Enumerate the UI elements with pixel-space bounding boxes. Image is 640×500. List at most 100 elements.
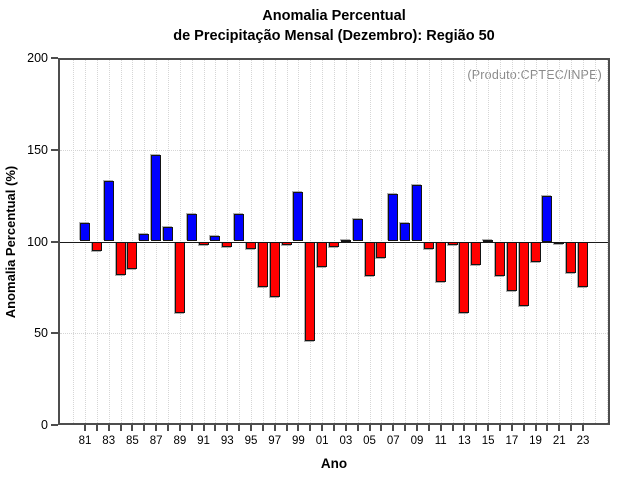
bar-1982 <box>91 241 102 251</box>
x-tick-label: 13 <box>458 435 471 447</box>
bar-2021 <box>554 241 565 244</box>
bar-2001 <box>317 241 328 268</box>
x-tick-label: 07 <box>386 435 400 447</box>
x-tick-label: 21 <box>552 435 566 447</box>
x-axis-tick <box>332 425 335 431</box>
x-tick-label: 89 <box>173 435 187 447</box>
bar-2023 <box>577 241 588 288</box>
bar-2004 <box>352 219 363 242</box>
source-annotation: (Produto:CPTEC/INPE) <box>467 68 602 82</box>
bar-1991 <box>198 241 209 246</box>
x-tick-label: 97 <box>268 435 282 447</box>
x-axis-tick <box>510 425 513 431</box>
bar-2022 <box>566 241 577 273</box>
bar-1999 <box>293 191 304 242</box>
bar-2002 <box>328 241 339 247</box>
x-axis-label: Ano <box>320 456 348 471</box>
y-tick-label: 0 <box>41 418 48 432</box>
x-tick-label: 81 <box>78 435 92 447</box>
x-axis-tick <box>273 425 276 431</box>
x-axis-tick <box>570 425 573 431</box>
x-tick-label: 03 <box>339 435 353 447</box>
x-axis-tick <box>392 425 395 431</box>
x-tick-label: 09 <box>410 435 424 447</box>
x-axis-tick <box>498 425 501 431</box>
x-tick-label: 83 <box>102 435 116 447</box>
bar-2015 <box>483 239 494 242</box>
x-axis-tick <box>190 425 193 431</box>
x-tick-label: 15 <box>481 435 495 447</box>
bar-1988 <box>162 226 173 242</box>
y-axis-tick <box>51 332 58 335</box>
x-axis-tick <box>249 425 252 431</box>
bar-2010 <box>423 241 434 249</box>
x-axis-tick <box>84 425 86 431</box>
bar-1996 <box>257 241 268 288</box>
bar-1985 <box>127 241 138 270</box>
x-axis-tick <box>178 425 181 431</box>
bar-2016 <box>494 241 505 277</box>
x-axis-tick <box>131 425 134 431</box>
bar-1983 <box>103 180 114 242</box>
x-axis-tick <box>415 425 418 431</box>
x-axis-tick <box>581 425 584 431</box>
x-axis-tick <box>439 425 442 431</box>
bar-1998 <box>281 241 292 246</box>
x-axis-tick <box>475 425 478 431</box>
bar-2006 <box>376 241 387 258</box>
x-axis-tick <box>261 425 264 431</box>
x-axis-tick <box>451 425 454 431</box>
bar-1990 <box>186 213 197 242</box>
x-axis-tick <box>202 425 205 431</box>
x-axis-tick <box>534 425 537 431</box>
bar-2014 <box>471 241 482 266</box>
x-axis-tick <box>344 425 347 431</box>
plot-area: (Produto:CPTEC/INPE) <box>58 58 610 425</box>
y-axis-tick <box>51 240 58 243</box>
bar-2019 <box>530 241 541 262</box>
x-axis-tick <box>155 425 158 431</box>
bar-2013 <box>459 241 470 314</box>
bar-2012 <box>447 241 458 246</box>
bar-2007 <box>388 193 399 242</box>
bar-2008 <box>400 223 411 242</box>
bar-1987 <box>151 155 162 242</box>
bar-2018 <box>518 241 529 306</box>
x-axis-tick <box>368 425 371 431</box>
y-tick-label: 100 <box>27 234 48 249</box>
chart-title-line1: Anomalia Percentual <box>262 8 406 24</box>
horizontal-gridline <box>60 333 608 335</box>
x-axis-tick <box>166 425 169 431</box>
x-axis-tick <box>95 425 98 431</box>
x-axis-tick <box>558 425 561 431</box>
bar-1984 <box>115 241 126 275</box>
x-axis-tick <box>522 425 525 431</box>
x-axis-tick <box>226 425 229 431</box>
x-axis-tick <box>463 425 466 431</box>
x-tick-label: 05 <box>363 435 376 447</box>
x-axis-tick <box>404 425 407 431</box>
x-tick-label: 23 <box>576 435 590 447</box>
x-axis-tick <box>107 425 110 431</box>
chart-title: Anomalia Percentual de Precipitação Mens… <box>58 6 610 46</box>
x-tick-label: 01 <box>315 435 329 447</box>
x-axis-tick <box>321 425 324 431</box>
bar-2000 <box>305 241 316 341</box>
x-tick-label: 17 <box>505 435 519 447</box>
x-axis-tick <box>487 425 490 431</box>
x-tick-label: 19 <box>529 435 542 447</box>
bar-1993 <box>222 241 233 247</box>
x-axis-tick <box>427 425 430 431</box>
bar-1995 <box>245 241 256 249</box>
x-tick-label: 87 <box>149 435 163 447</box>
x-axis-tick <box>297 425 300 431</box>
bar-1986 <box>139 234 150 242</box>
horizontal-gridline <box>60 149 608 151</box>
y-axis-tick <box>51 148 58 151</box>
bar-1989 <box>174 241 185 314</box>
bar-2005 <box>364 241 375 277</box>
x-tick-label: 11 <box>434 435 447 447</box>
x-tick-label: 95 <box>244 435 258 447</box>
bar-2017 <box>506 241 517 292</box>
bar-2003 <box>340 239 351 242</box>
